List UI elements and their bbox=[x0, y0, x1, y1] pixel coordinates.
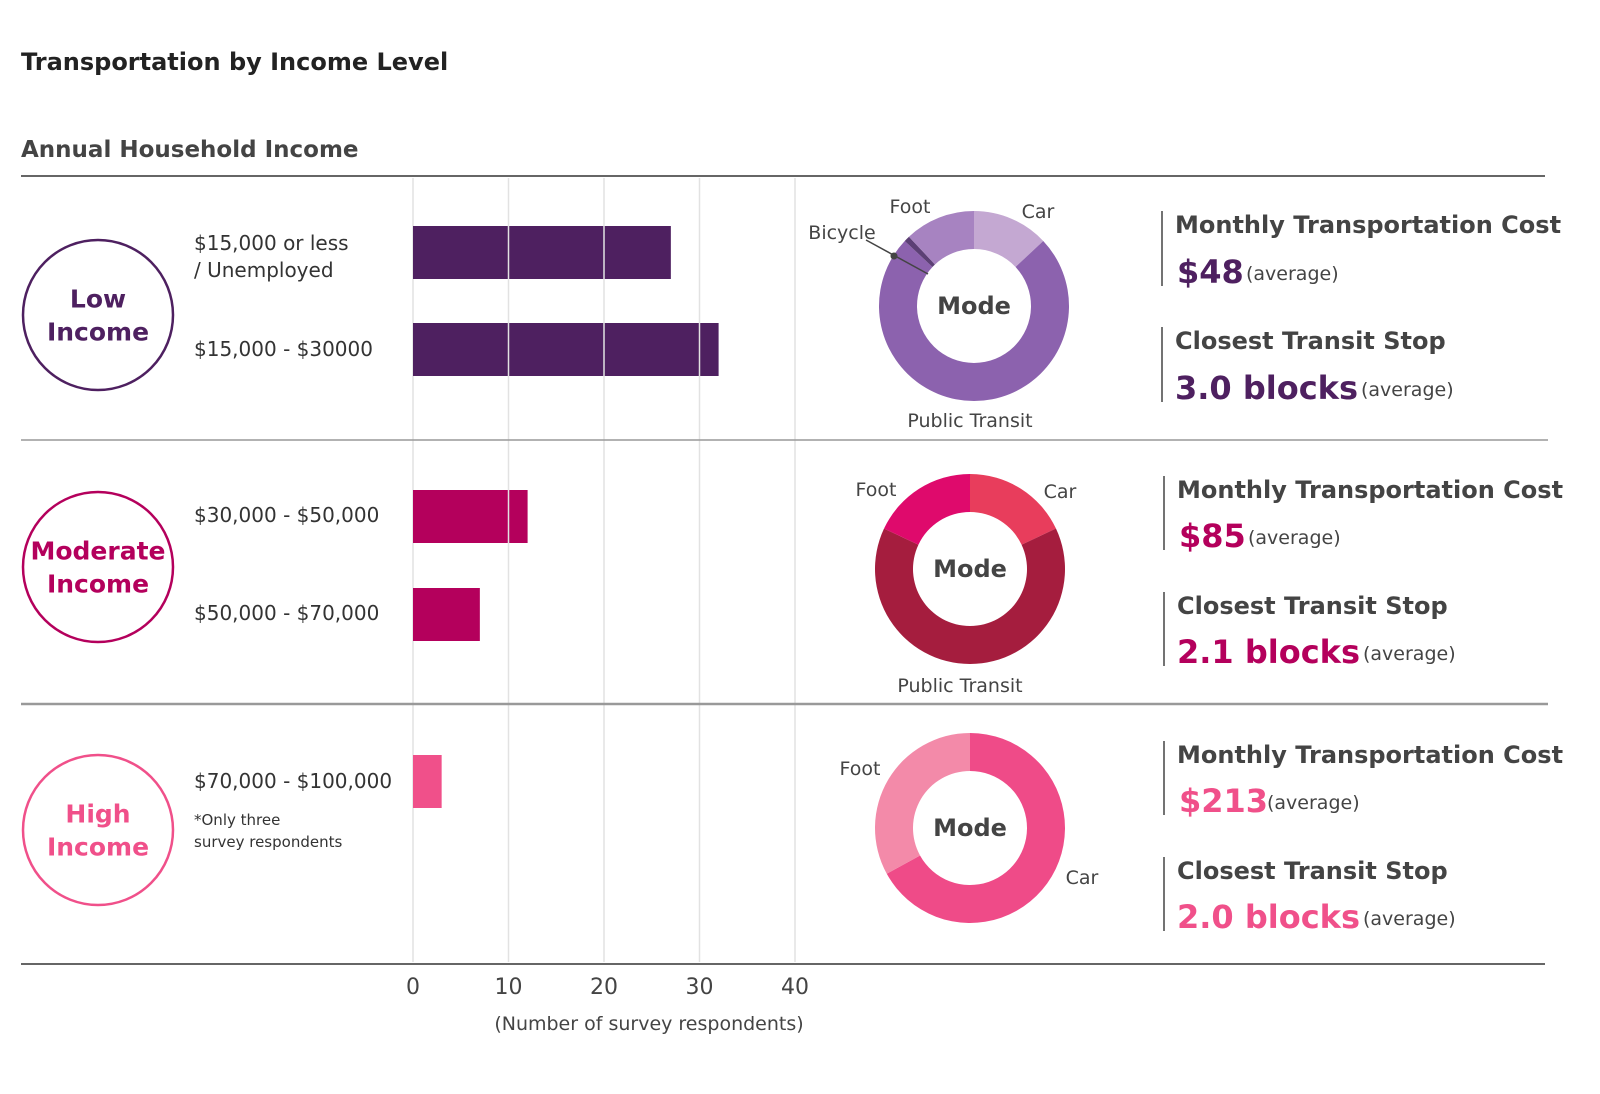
category-note: survey respondents bbox=[194, 833, 342, 851]
x-tick-label: 20 bbox=[590, 975, 618, 1000]
donut-center-label: Mode bbox=[933, 555, 1007, 583]
bar bbox=[413, 755, 442, 808]
cost-label: Monthly Transportation Cost bbox=[1177, 741, 1563, 769]
donut-slice bbox=[886, 733, 1066, 924]
donut-slice bbox=[974, 211, 1044, 267]
bar bbox=[413, 588, 480, 641]
cost-note: (average) bbox=[1267, 792, 1360, 814]
group-label: Income bbox=[47, 833, 149, 862]
slice-label: Car bbox=[1044, 481, 1077, 503]
transit-note: (average) bbox=[1361, 379, 1454, 401]
transit-value: 2.1 blocks bbox=[1177, 633, 1360, 671]
category-label: $30,000 - $50,000 bbox=[194, 503, 379, 527]
slice-label: Public Transit bbox=[907, 410, 1032, 432]
donut-center-label: Mode bbox=[937, 292, 1011, 320]
category-label: $50,000 - $70,000 bbox=[194, 601, 379, 625]
transit-value: 3.0 blocks bbox=[1175, 369, 1358, 407]
x-tick-label: 10 bbox=[495, 975, 523, 1000]
donut-slice bbox=[879, 240, 1069, 401]
group-label: Moderate bbox=[30, 537, 165, 566]
grid bbox=[412, 178, 796, 962]
slice-leader-dot bbox=[890, 252, 898, 260]
divider-rules bbox=[21, 175, 1548, 965]
donut-center-label: Mode bbox=[933, 814, 1007, 842]
transit-note: (average) bbox=[1363, 643, 1456, 665]
chart-subtitle: Annual Household Income bbox=[21, 137, 359, 163]
cost-label: Monthly Transportation Cost bbox=[1177, 476, 1563, 504]
donut-slice bbox=[875, 733, 970, 874]
donut-slice bbox=[970, 474, 1056, 545]
group-label: Low bbox=[70, 285, 126, 314]
category-label: $15,000 - $30000 bbox=[194, 337, 373, 361]
category-label: $70,000 - $100,000 bbox=[194, 769, 392, 793]
cost-value: $85 bbox=[1179, 517, 1246, 555]
cost-value: $213 bbox=[1179, 782, 1268, 820]
transit-note: (average) bbox=[1363, 908, 1456, 930]
transit-label: Closest Transit Stop bbox=[1177, 857, 1448, 885]
income-group: Moderate Income $30,000 - $50,000 $50,000 -… bbox=[21, 474, 1563, 697]
category-note: *Only three bbox=[194, 811, 280, 829]
x-axis-title: (Number of survey respondents) bbox=[494, 1013, 803, 1035]
x-axis: (Number of survey respondents) 0 10 20 30 40 bbox=[406, 975, 809, 1035]
bar bbox=[413, 490, 528, 543]
bar bbox=[413, 226, 671, 279]
group-label: Income bbox=[47, 570, 149, 599]
donut-slice bbox=[908, 211, 974, 265]
income-groups: Low Income $15,000 or less / Unemployed $15,… bbox=[21, 196, 1563, 936]
slice-label: Bicycle bbox=[808, 222, 875, 244]
cost-note: (average) bbox=[1246, 263, 1339, 285]
category-label: / Unemployed bbox=[194, 258, 334, 282]
slice-label: Foot bbox=[890, 196, 931, 218]
income-group: Low Income $15,000 or less / Unemployed $15,… bbox=[21, 196, 1561, 432]
group-circle bbox=[21, 238, 175, 392]
donut-slice bbox=[884, 474, 970, 545]
slice-label: Car bbox=[1066, 867, 1099, 889]
x-tick-label: 30 bbox=[686, 975, 714, 1000]
slice-label: Car bbox=[1022, 201, 1055, 223]
donut-slice bbox=[904, 236, 935, 267]
cost-value: $48 bbox=[1177, 253, 1244, 291]
category-label: $15,000 or less bbox=[194, 231, 349, 255]
x-tick-label: 40 bbox=[781, 975, 809, 1000]
slice-label: Foot bbox=[856, 479, 897, 501]
group-circle bbox=[21, 753, 175, 907]
x-tick-label: 0 bbox=[406, 975, 420, 1000]
cost-note: (average) bbox=[1248, 527, 1341, 549]
cost-label: Monthly Transportation Cost bbox=[1175, 211, 1561, 239]
slice-label: Public Transit bbox=[897, 675, 1022, 697]
donut-slice bbox=[875, 528, 1065, 664]
transit-label: Closest Transit Stop bbox=[1175, 327, 1446, 355]
transit-label: Closest Transit Stop bbox=[1177, 592, 1448, 620]
group-circle bbox=[21, 490, 175, 644]
bar bbox=[413, 323, 719, 376]
group-label: High bbox=[65, 800, 130, 829]
transit-value: 2.0 blocks bbox=[1177, 898, 1360, 936]
group-label: Income bbox=[47, 318, 149, 347]
chart-title: Transportation by Income Level bbox=[21, 48, 448, 76]
slice-label: Foot bbox=[840, 758, 881, 780]
